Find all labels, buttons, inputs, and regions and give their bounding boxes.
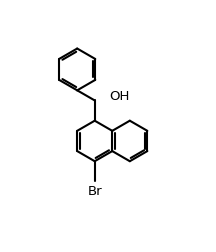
Text: OH: OH [110, 89, 130, 102]
Text: Br: Br [87, 184, 102, 197]
